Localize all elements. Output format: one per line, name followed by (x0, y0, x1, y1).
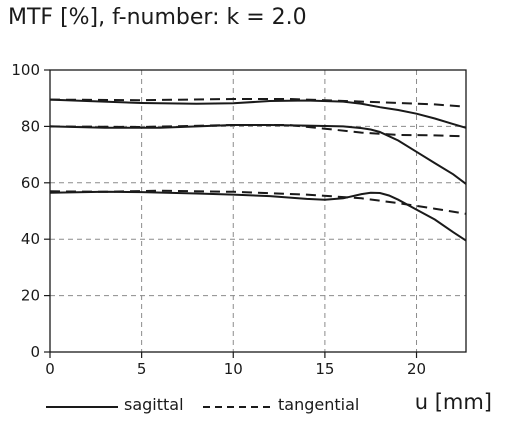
y-tick-label: 100 (11, 61, 40, 79)
legend: sagittal tangential (46, 395, 359, 414)
y-tick-label: 20 (21, 287, 40, 305)
data-series (49, 98, 467, 242)
x-tick-label: 0 (45, 360, 55, 378)
y-tick-label: 60 (21, 174, 40, 192)
x-tick-label: 15 (315, 360, 334, 378)
y-tick-label: 80 (21, 117, 40, 135)
y-tick-label: 40 (21, 230, 40, 248)
x-tick-label: 5 (137, 360, 147, 378)
x-tick-label: 20 (407, 360, 426, 378)
series-line-tangential-3 (49, 124, 467, 138)
series-line-sagittal-2 (49, 124, 467, 185)
grid-lines (50, 70, 466, 352)
chart-title: MTF [%], f-number: k = 2.0 (8, 5, 307, 30)
y-tick-label: 0 (30, 343, 40, 361)
legend-label-tangential: tangential (278, 395, 359, 414)
axis-ticks: 0 5 10 15 20 0 20 40 60 80 100 (11, 61, 426, 378)
x-axis-label: u [mm] (415, 390, 492, 414)
plot-frame (49, 69, 467, 353)
series-line-tangential-5 (49, 189, 467, 215)
series-line-sagittal-4 (49, 190, 467, 242)
legend-label-sagittal: sagittal (124, 395, 184, 414)
series-line-tangential-1 (49, 98, 467, 108)
x-tick-label: 10 (224, 360, 243, 378)
